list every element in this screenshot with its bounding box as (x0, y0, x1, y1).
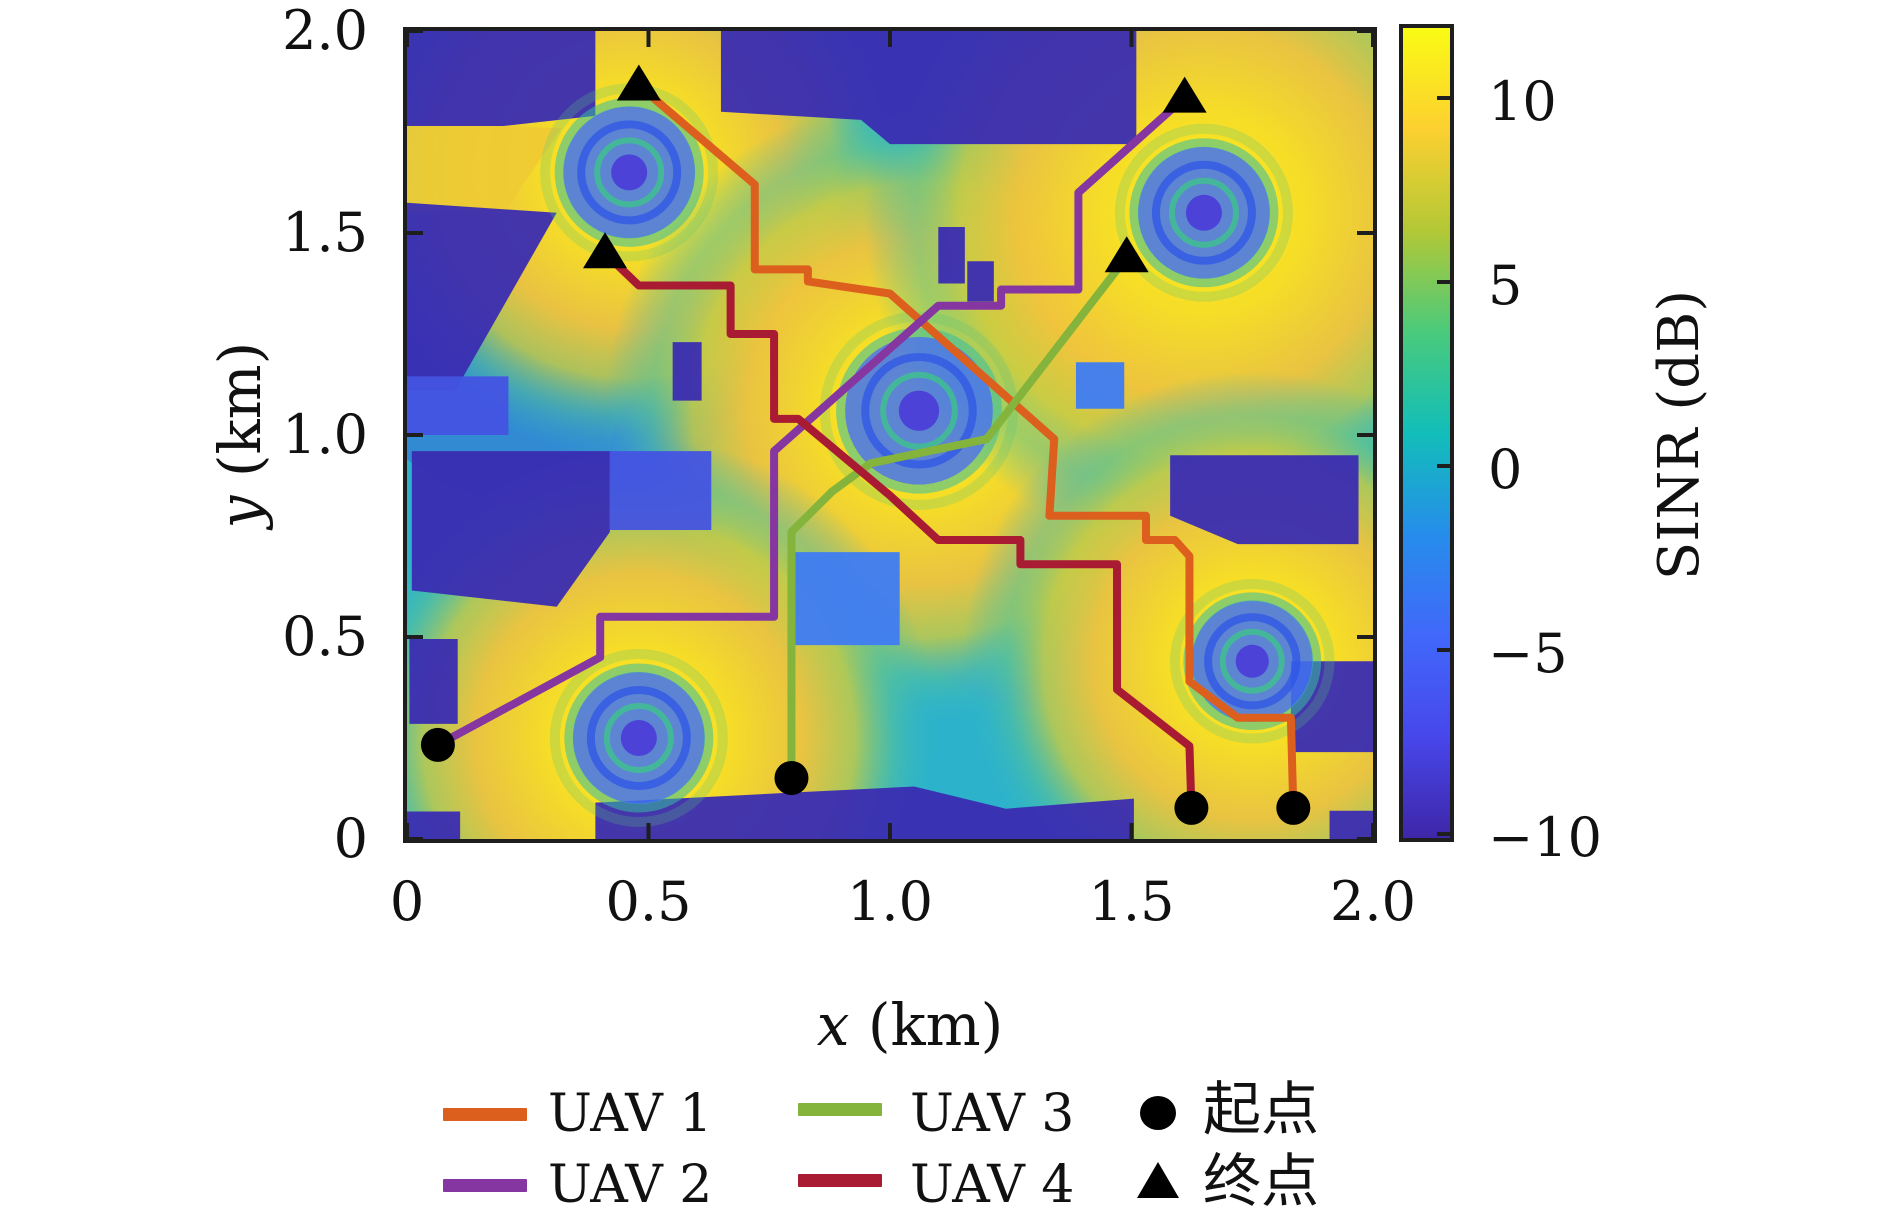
colorbar-tick-mark (1437, 95, 1450, 100)
x-tick-label: 1.5 (1088, 870, 1175, 933)
colorbar-tick-label: −10 (1488, 806, 1602, 869)
x-tick-label: 1.0 (847, 870, 933, 933)
shadow-region (1170, 455, 1359, 545)
end-point-marker (1162, 76, 1207, 113)
y-tick-label: 2.0 (282, 0, 368, 62)
colorbar-tick-mark (1437, 647, 1450, 652)
colorbar-tick-label: 10 (1488, 69, 1557, 133)
plot-area (403, 27, 1377, 843)
start-point-marker (1174, 790, 1209, 825)
trajectory-uav1 (634, 81, 1298, 812)
shadow-region (411, 451, 610, 607)
shadow-region (407, 811, 461, 839)
end-point-marker (616, 64, 661, 101)
shadow-region (720, 31, 1137, 145)
shadow-region (595, 786, 1134, 839)
legend-label-uav2: UAV 2 (548, 1155, 713, 1215)
start-point-marker (420, 727, 455, 762)
y-axis-var: y (206, 495, 274, 529)
shadow-region (967, 261, 994, 302)
legend-swatch-uav1 (443, 1108, 527, 1121)
shadow-region (672, 342, 702, 401)
shadow-region (609, 451, 712, 530)
shadow-region (409, 639, 458, 724)
trajectory-uav4 (601, 249, 1196, 812)
legend-swatch-uav2 (443, 1179, 527, 1192)
x-tick-label: 0.5 (605, 870, 692, 933)
shadow-region (407, 376, 509, 435)
end-point-marker (1104, 236, 1149, 273)
shadow-region (407, 31, 596, 126)
y-tick-label: 1.0 (282, 403, 368, 466)
y-tick-label: 0 (333, 807, 368, 870)
colorbar-tick-mark (1437, 832, 1450, 836)
legend-label-uav4: UAV 4 (910, 1155, 1075, 1215)
colorbar-tick-mark (1437, 279, 1450, 284)
legend-label-uav3: UAV 3 (910, 1084, 1075, 1144)
legend-label-start: 起点 (1203, 1075, 1320, 1143)
end-point-marker-icon (1137, 1162, 1179, 1198)
legend-label-end: 终点 (1203, 1147, 1320, 1215)
colorbar-tick-label: 0 (1488, 437, 1523, 501)
legend-swatch-uav3 (798, 1103, 882, 1116)
colorbar-tick-label: 5 (1488, 253, 1523, 317)
x-tick-label: 2.0 (1330, 870, 1416, 933)
x-axis-label: x (km) (760, 994, 1060, 1056)
colorbar-tick-mark (1437, 463, 1450, 468)
yellow-wedge (407, 123, 562, 213)
legend-swatch-uav4 (798, 1174, 882, 1187)
start-point-marker-icon (1140, 1096, 1176, 1130)
base-station-rings (549, 649, 728, 827)
trajectory-uav2 (433, 93, 1189, 749)
trajectory-uav3 (787, 253, 1131, 782)
shadow-region (407, 202, 557, 391)
start-point-marker (1276, 790, 1311, 825)
base-station-rings (540, 83, 719, 262)
end-point-marker (583, 232, 628, 269)
x-axis-var: x (816, 991, 850, 1059)
sinr-heatmap (407, 31, 1373, 839)
x-axis-unit: (km) (849, 991, 1004, 1059)
colorbar (1399, 24, 1454, 842)
shadow-region (1329, 810, 1373, 839)
legend-label-uav1: UAV 1 (548, 1084, 713, 1144)
base-station-rings (1114, 123, 1293, 302)
shadow-region (938, 226, 965, 284)
shadow-region (793, 552, 900, 646)
colorbar-tick-label: −5 (1488, 621, 1568, 685)
start-point-marker (774, 760, 809, 795)
y-tick-label: 1.5 (282, 201, 368, 264)
shadow-region (1075, 362, 1125, 409)
colorbar-label: SINR (dB) (1647, 289, 1712, 581)
x-tick-label: 0 (389, 870, 425, 933)
y-tick-label: 0.5 (282, 605, 368, 668)
